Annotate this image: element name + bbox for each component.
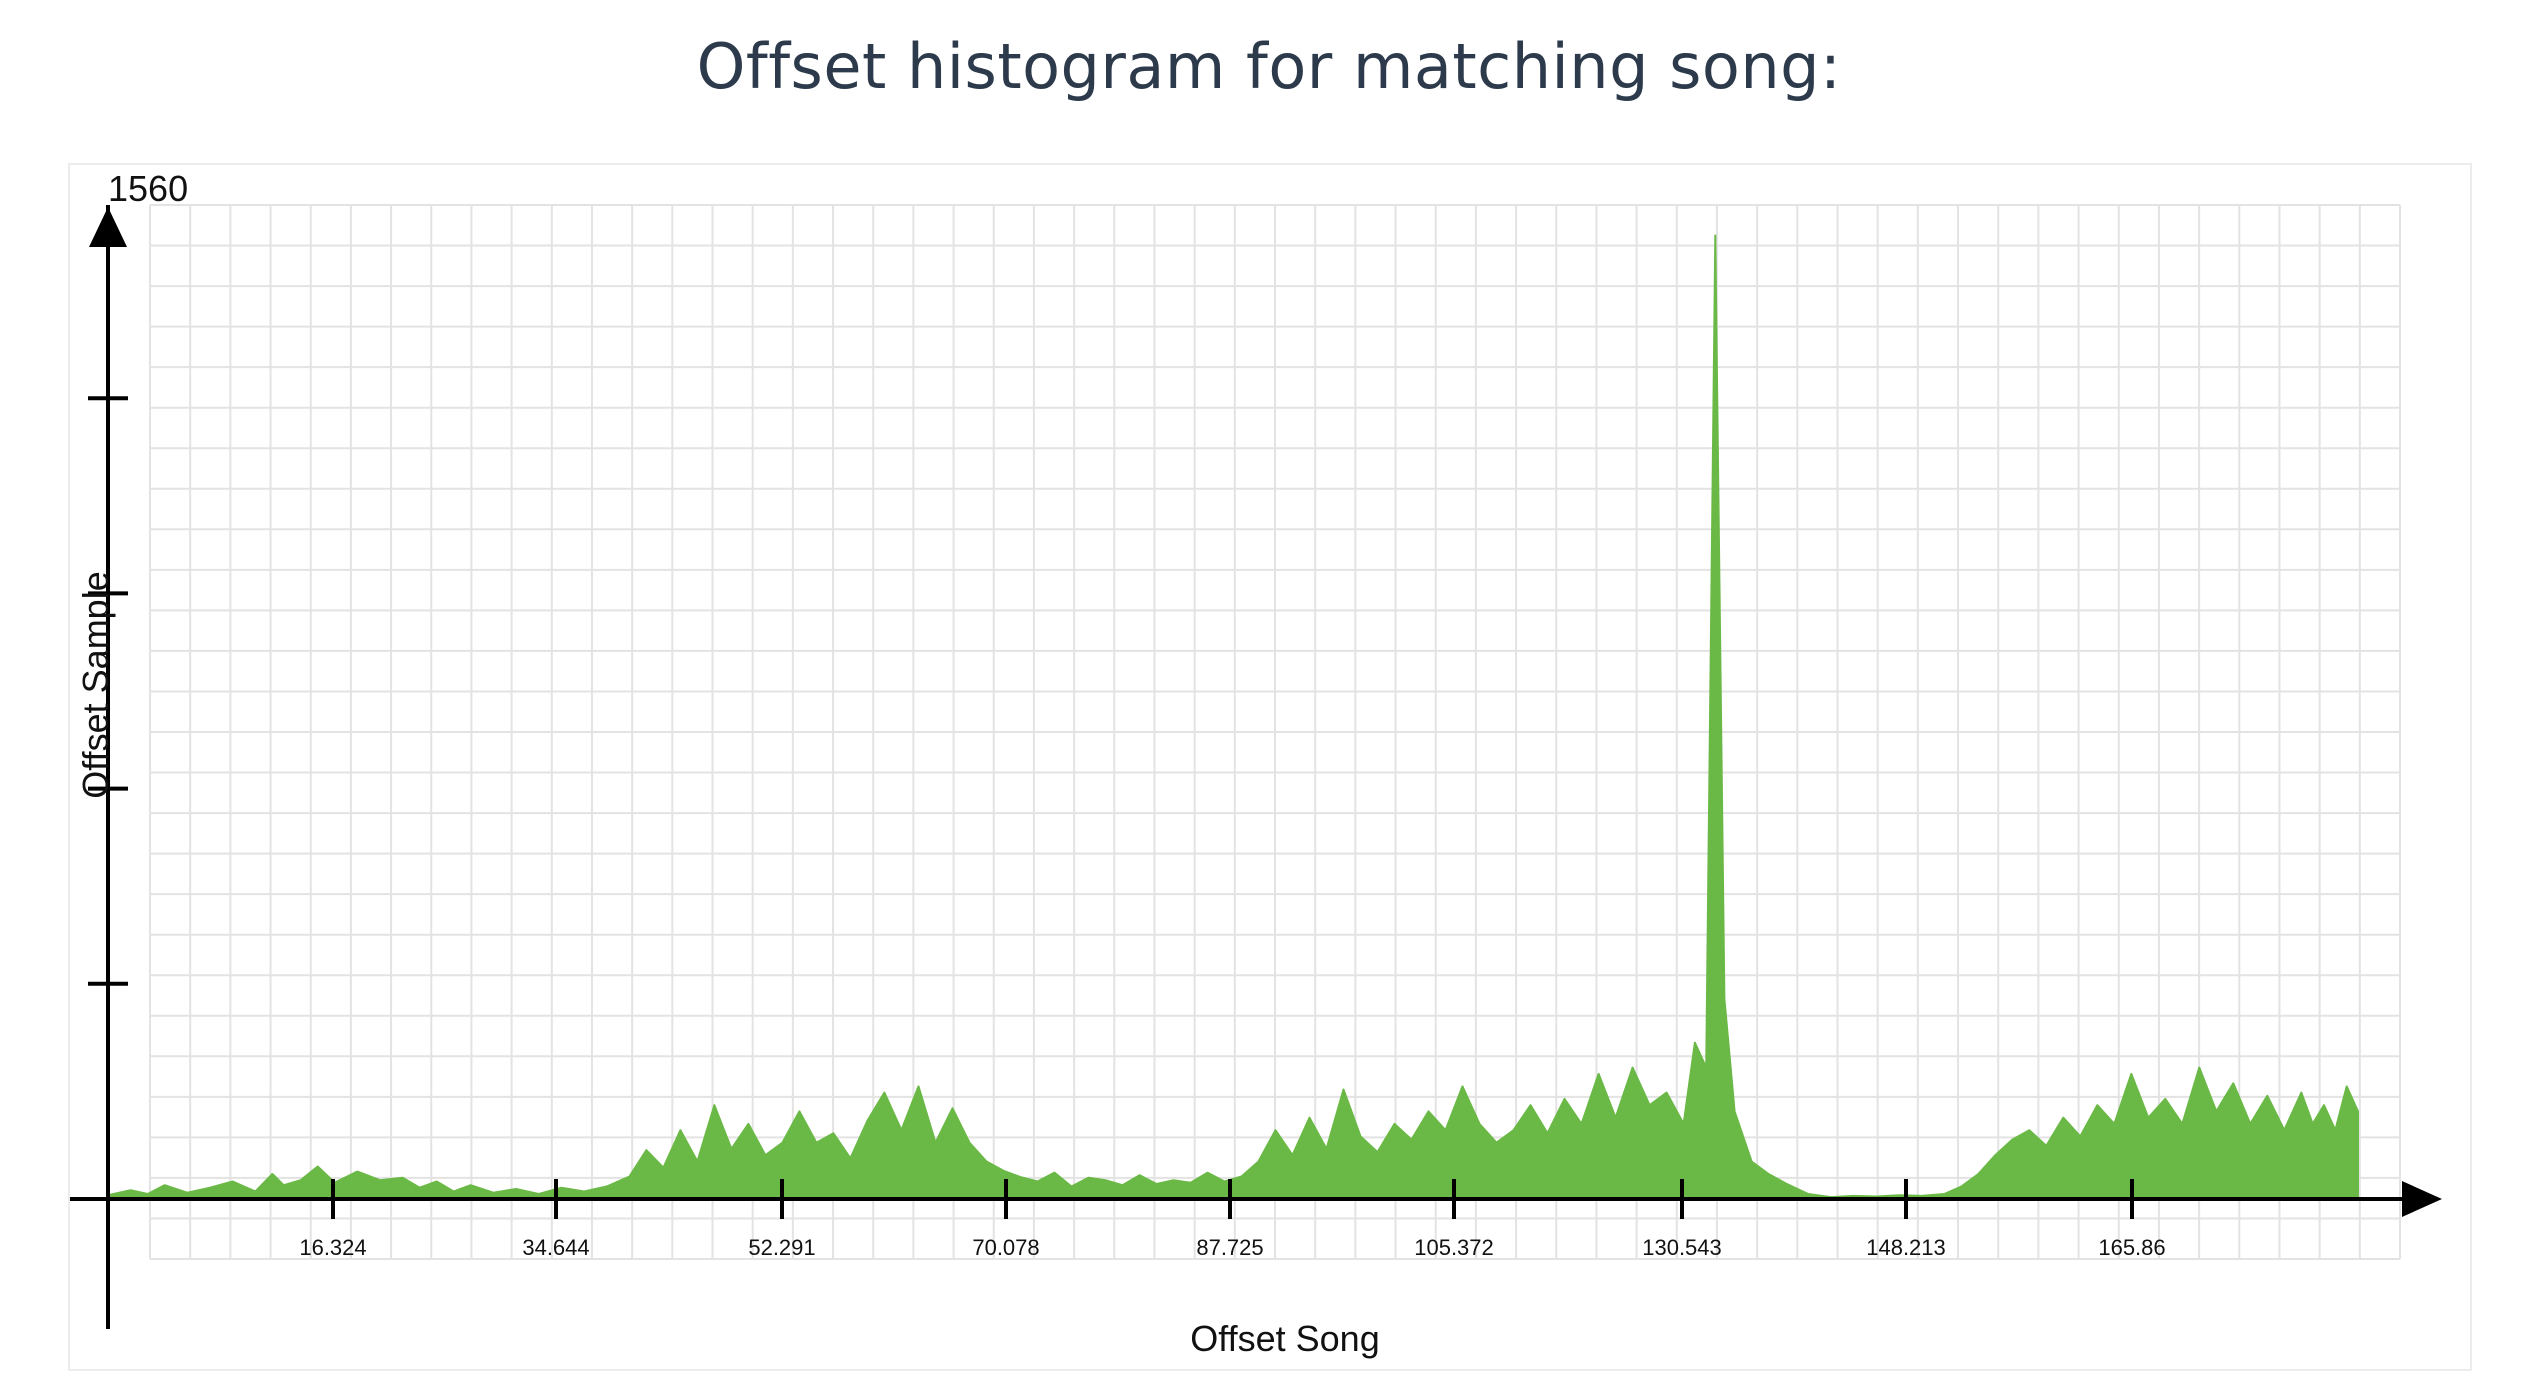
x-tick-label: 105.372 <box>1414 1235 1494 1260</box>
x-tick-label: 130.543 <box>1642 1235 1722 1260</box>
x-tick-label: 34.644 <box>522 1235 589 1260</box>
y-axis-arrow <box>89 207 127 247</box>
series-layer <box>107 234 2359 1200</box>
x-tick-label: 16.324 <box>299 1235 366 1260</box>
histogram-area <box>107 234 2359 1200</box>
x-tick-label: 148.213 <box>1866 1235 1946 1260</box>
histogram-chart: 1560 Offset Song Offset Sample 16.324 34.… <box>70 168 2442 1359</box>
x-tick-label: 87.725 <box>1196 1235 1263 1260</box>
axes <box>70 205 2442 1329</box>
y-max-label: 1560 <box>108 168 188 209</box>
x-axis-title: Offset Song <box>1190 1318 1379 1359</box>
x-tick-label: 52.291 <box>748 1235 815 1260</box>
chart-frame: 1560 Offset Song Offset Sample 16.324 34.… <box>68 163 2472 1371</box>
grid <box>149 204 2401 1260</box>
y-axis-title: Offset Sample <box>75 571 116 798</box>
x-tick-label: 165.86 <box>2098 1235 2165 1260</box>
page-title: Offset histogram for matching song: <box>696 30 1842 103</box>
x-tick-label: 70.078 <box>972 1235 1039 1260</box>
x-axis-arrow <box>2402 1181 2442 1217</box>
labels: 1560 Offset Song Offset Sample 16.324 34.… <box>75 168 2166 1359</box>
